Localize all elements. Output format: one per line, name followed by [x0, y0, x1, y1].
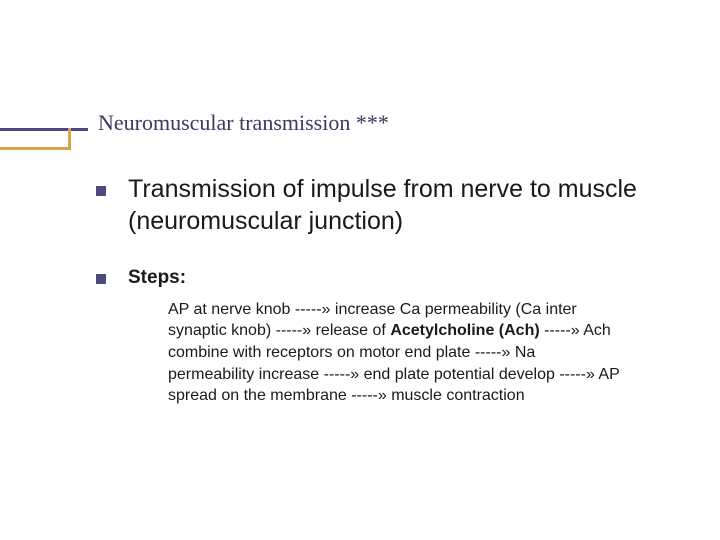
bullet-steps: Steps: — [96, 267, 660, 289]
steps-text-bold: Acetylcholine (Ach) — [390, 322, 539, 339]
title-block: Neuromuscular transmission *** — [60, 110, 720, 136]
slide: Neuromuscular transmission *** Transmiss… — [0, 0, 720, 540]
steps-label: Steps: — [128, 267, 186, 289]
bullet-main: Transmission of impulse from nerve to mu… — [96, 174, 660, 237]
slide-title: Neuromuscular transmission *** — [98, 110, 720, 136]
steps-body: AP at nerve knob -----» increase Ca perm… — [168, 299, 620, 407]
square-bullet-icon — [96, 274, 106, 284]
main-text: Transmission of impulse from nerve to mu… — [128, 174, 660, 237]
content-area: Transmission of impulse from nerve to mu… — [96, 174, 660, 406]
title-rule-primary — [0, 128, 88, 131]
square-bullet-icon — [96, 186, 106, 196]
title-decoration — [0, 110, 98, 150]
title-rule-accent — [0, 147, 71, 150]
